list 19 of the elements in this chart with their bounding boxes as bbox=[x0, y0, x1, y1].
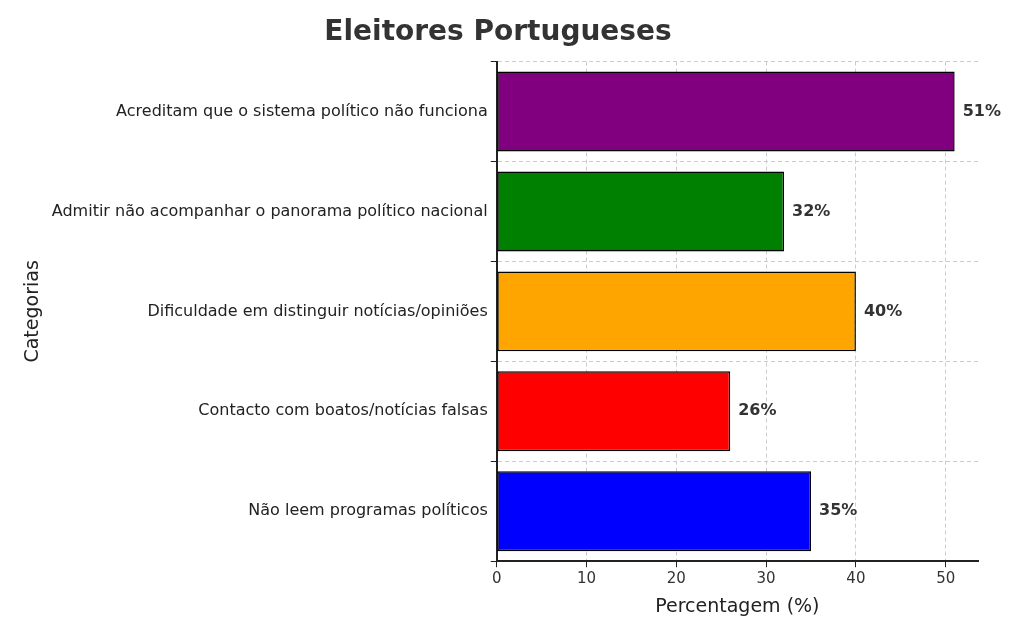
y-tick-label: Não leem programas políticos bbox=[248, 500, 488, 520]
data-label: 32% bbox=[792, 200, 831, 220]
x-tick-label: 10 bbox=[577, 569, 597, 588]
y-tick-label: Contacto com boatos/notícias falsas bbox=[198, 400, 488, 420]
y-tick-label: Dificuldade em distinguir notícias/opiniões bbox=[147, 300, 488, 320]
chart-title: Eleitores Portugueses bbox=[324, 14, 672, 48]
data-label: 35% bbox=[819, 500, 858, 520]
y-tick-label: Acreditam que o sistema político não funciona bbox=[116, 100, 488, 120]
y-axis-title: Categorias bbox=[20, 260, 43, 363]
x-tick-label: 20 bbox=[666, 569, 686, 588]
data-label: 40% bbox=[863, 300, 903, 320]
data-label: 26% bbox=[738, 400, 777, 420]
x-axis-title: Percentagem (%) bbox=[655, 593, 820, 616]
x-tick-label: 40 bbox=[846, 569, 866, 588]
x-tick-label: 50 bbox=[936, 569, 956, 588]
y-tick-label: Admitir não acompanhar o panorama político nacional bbox=[51, 200, 488, 220]
data-label: 51% bbox=[962, 100, 1001, 120]
x-tick-label: 0 bbox=[491, 569, 502, 588]
x-tick-label: 30 bbox=[756, 569, 776, 588]
